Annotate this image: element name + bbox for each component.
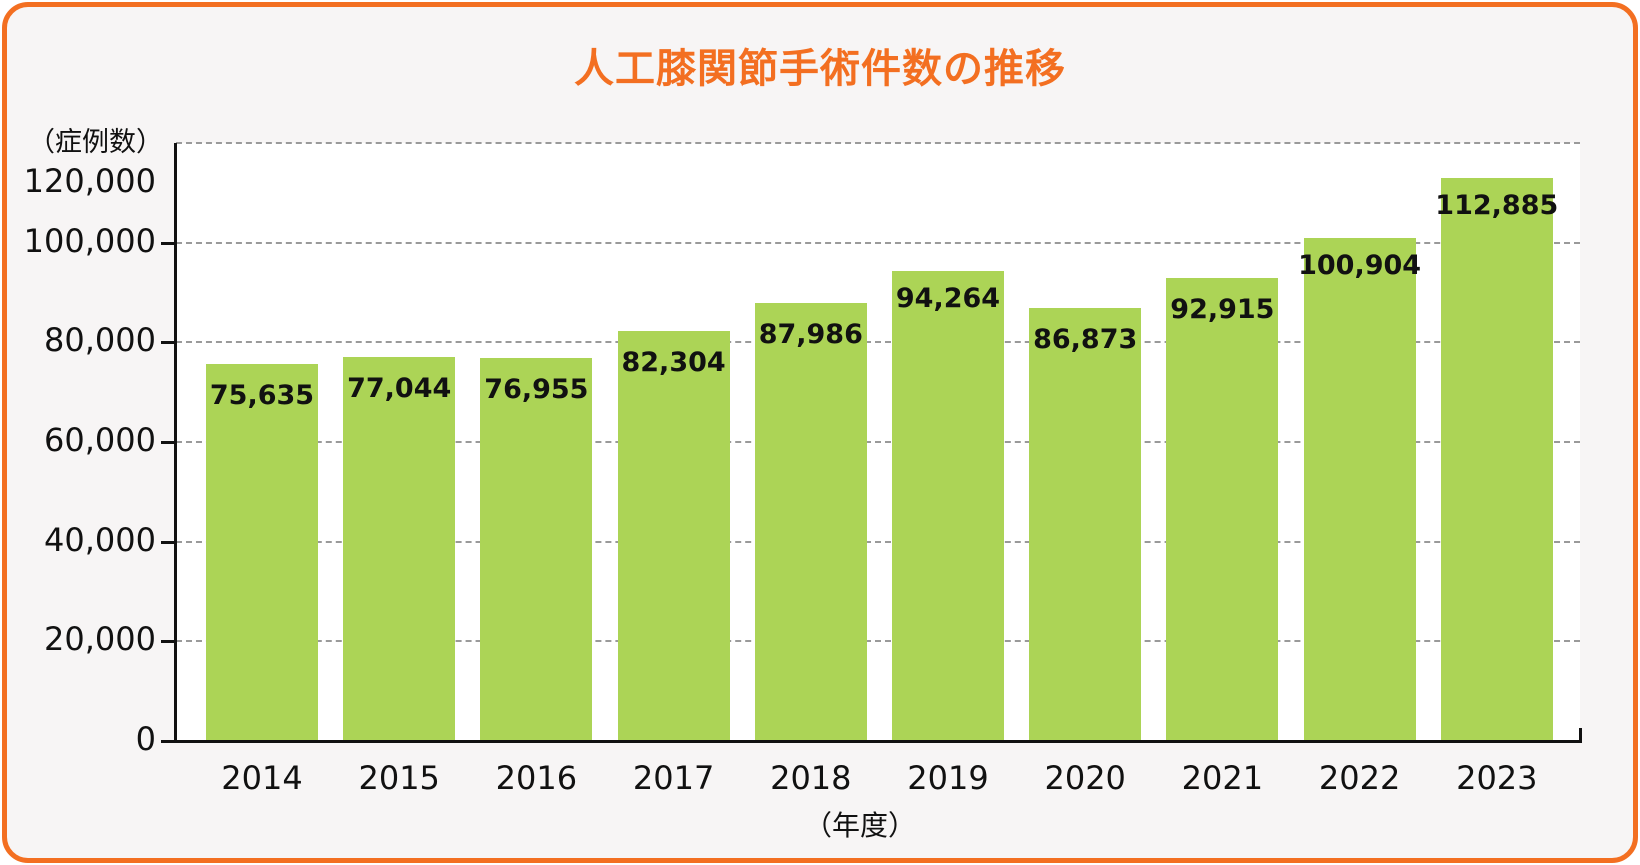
bar-2019: 94,264 (892, 271, 1004, 741)
gridline (176, 540, 1580, 543)
y-tick-mark (161, 640, 176, 644)
bar-2021: 92,915 (1166, 277, 1279, 741)
x-tick-label: 2021 (1181, 759, 1264, 797)
bar-value-label: 100,904 (1298, 250, 1422, 282)
x-tick-label: 2016 (495, 759, 578, 797)
bar-2018: 87,986 (754, 302, 867, 741)
y-tick-label: 0 (135, 720, 156, 758)
bar-value-label: 94,264 (895, 283, 1001, 315)
y-tick-label: 80,000 (44, 321, 156, 360)
gridline (176, 241, 1580, 244)
bar-2015: 77,044 (343, 357, 456, 741)
bar-value-label: 92,915 (1170, 293, 1275, 325)
y-tick-label: 40,000 (44, 520, 156, 559)
bar-value-label: 76,955 (484, 373, 589, 405)
x-tick-label: 2014 (221, 759, 303, 797)
x-axis-label: （年度） (803, 809, 916, 842)
bar-2016: 76,955 (480, 357, 593, 741)
gridline (176, 640, 1580, 643)
bar-2022: 100,904 (1298, 238, 1421, 741)
y-tick-mark (161, 341, 176, 345)
x-tick-label: 2020 (1044, 759, 1126, 797)
x-tick-label: 2022 (1318, 759, 1401, 797)
y-tick-label: 20,000 (44, 620, 156, 659)
y-tick-label: 120,000 (23, 162, 156, 200)
bar-value-label: 86,873 (1033, 324, 1138, 356)
x-axis-line (161, 740, 1582, 743)
y-tick-label: 100,000 (23, 221, 156, 260)
y-tick-mark (161, 441, 176, 444)
x-axis-end-tick (1579, 728, 1582, 742)
x-tick-label: 2015 (358, 759, 440, 797)
y-axis-label: （症例数） (28, 127, 163, 158)
y-tick-mark (161, 241, 176, 245)
bar-value-label: 75,635 (209, 380, 315, 412)
y-tick-mark (161, 740, 176, 743)
chart-title: 人工膝関節手術件数の推移 (574, 46, 1066, 92)
bar-value-label: 87,986 (758, 318, 863, 350)
y-tick-mark (161, 540, 176, 544)
bar-value-label: 82,304 (621, 346, 726, 378)
y-tick-label: 60,000 (44, 421, 156, 459)
gridline (176, 441, 1580, 443)
x-tick-label: 2017 (632, 759, 715, 797)
x-tick-label: 2018 (770, 759, 852, 797)
gridline (176, 142, 1580, 144)
bar-value-label: 77,044 (347, 373, 452, 405)
x-tick-label: 2019 (907, 759, 989, 797)
bar-2014: 75,635 (206, 364, 318, 741)
bar-value-label: 112,885 (1435, 190, 1559, 222)
x-tick-label: 2023 (1456, 759, 1538, 797)
bar-2023: 112,885 (1435, 178, 1558, 741)
gridline (176, 341, 1580, 344)
bar-2017: 82,304 (617, 330, 730, 741)
bar-2020: 86,873 (1029, 308, 1142, 741)
